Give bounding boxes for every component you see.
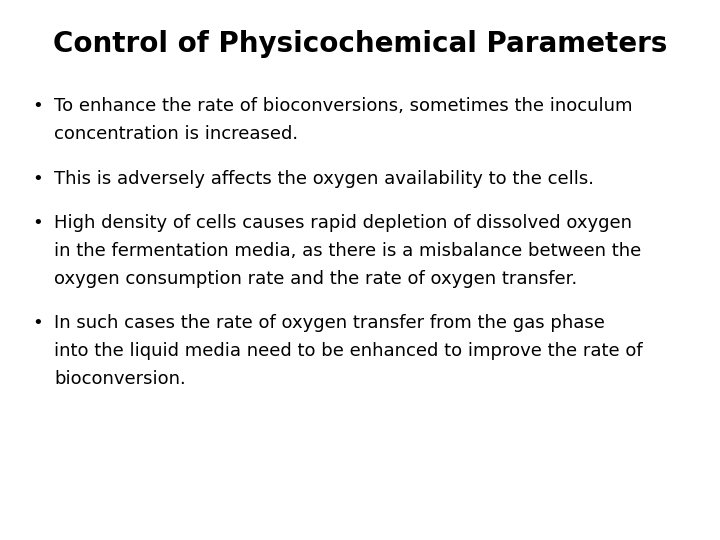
Text: oxygen consumption rate and the rate of oxygen transfer.: oxygen consumption rate and the rate of …	[54, 270, 577, 288]
Text: This is adversely affects the oxygen availability to the cells.: This is adversely affects the oxygen ava…	[54, 170, 594, 187]
Text: •: •	[32, 97, 43, 115]
Text: bioconversion.: bioconversion.	[54, 370, 186, 388]
Text: To enhance the rate of bioconversions, sometimes the inoculum: To enhance the rate of bioconversions, s…	[54, 97, 632, 115]
Text: High density of cells causes rapid depletion of dissolved oxygen: High density of cells causes rapid deple…	[54, 214, 632, 232]
Text: into the liquid media need to be enhanced to improve the rate of: into the liquid media need to be enhance…	[54, 342, 643, 360]
Text: •: •	[32, 170, 43, 187]
Text: •: •	[32, 214, 43, 232]
Text: Control of Physicochemical Parameters: Control of Physicochemical Parameters	[53, 30, 667, 58]
Text: concentration is increased.: concentration is increased.	[54, 125, 298, 143]
Text: in the fermentation media, as there is a misbalance between the: in the fermentation media, as there is a…	[54, 242, 642, 260]
Text: •: •	[32, 314, 43, 332]
Text: In such cases the rate of oxygen transfer from the gas phase: In such cases the rate of oxygen transfe…	[54, 314, 605, 332]
